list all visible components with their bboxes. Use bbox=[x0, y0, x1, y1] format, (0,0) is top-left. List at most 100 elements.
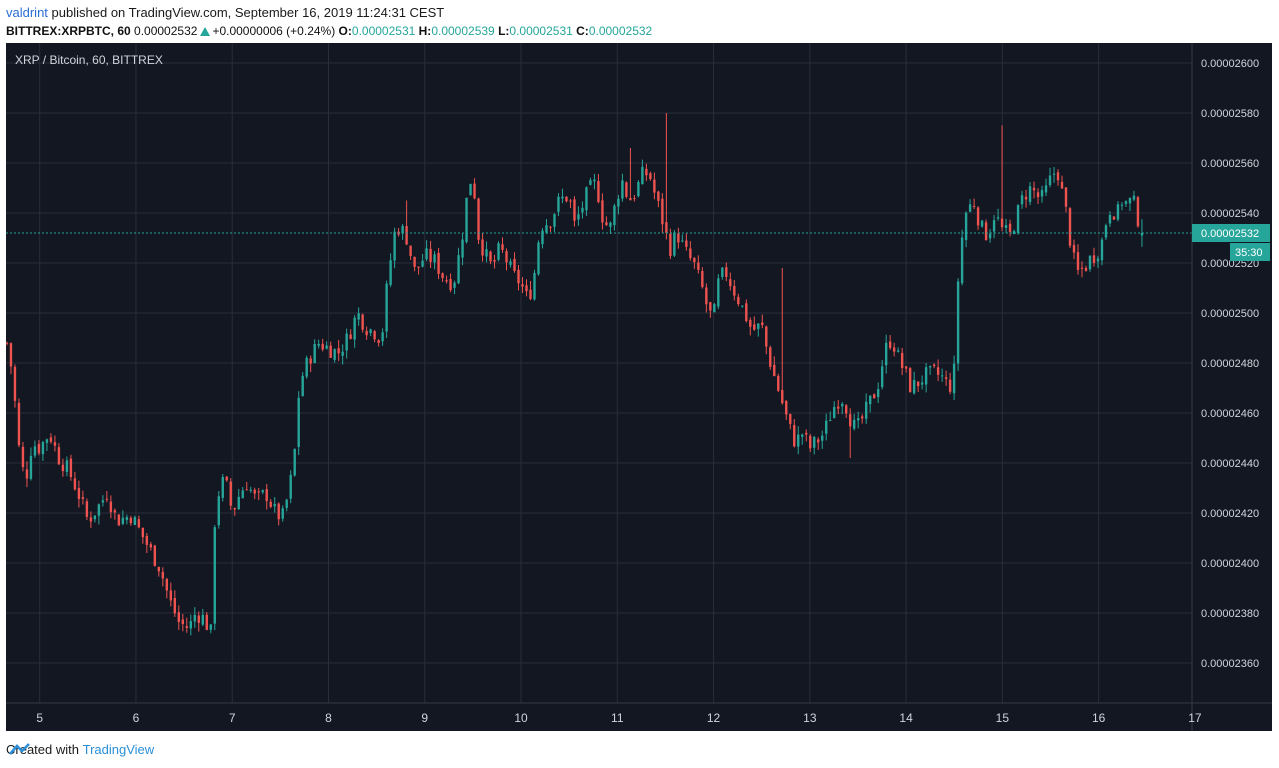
candle-body bbox=[97, 504, 101, 516]
axes: 0.00002360 0.00002380 0.00002400 0.00002420… bbox=[6, 43, 1272, 731]
candle-body bbox=[932, 364, 936, 367]
candle-body bbox=[908, 368, 912, 393]
candle-body bbox=[629, 198, 632, 201]
candle-body bbox=[149, 544, 153, 548]
candle-body bbox=[433, 254, 436, 263]
candle-body bbox=[641, 166, 644, 185]
candle-body bbox=[817, 439, 820, 443]
candlestick-chart[interactable]: 0.00002360 0.00002380 0.00002400 0.00002420… bbox=[6, 43, 1272, 731]
candle-body bbox=[177, 612, 181, 622]
candle-body bbox=[597, 181, 600, 203]
candle-body bbox=[936, 367, 940, 375]
close-value: 0.00002532 bbox=[588, 24, 653, 38]
candle-body bbox=[745, 303, 748, 322]
candle-body bbox=[533, 273, 536, 300]
candle-body bbox=[821, 435, 824, 441]
candle-body bbox=[1040, 190, 1044, 197]
candle-body bbox=[309, 358, 312, 364]
candle-body bbox=[737, 296, 740, 305]
candle-body bbox=[573, 199, 576, 221]
candle-body bbox=[53, 442, 57, 446]
candle-body bbox=[409, 245, 412, 256]
candle-body bbox=[241, 490, 244, 499]
candle-body bbox=[864, 401, 868, 419]
price-tick-label: 0.00002420 bbox=[1201, 508, 1259, 520]
candle-body bbox=[301, 375, 304, 396]
footer: Created with TradingView bbox=[6, 742, 154, 757]
candle-body bbox=[501, 244, 504, 250]
candle-body bbox=[717, 278, 720, 307]
candle-body bbox=[185, 626, 188, 628]
candle-body bbox=[833, 407, 836, 418]
candle-body bbox=[789, 413, 792, 424]
candle-body bbox=[129, 517, 133, 524]
candle-body bbox=[229, 481, 232, 506]
candle-body bbox=[1044, 185, 1048, 193]
high-value: 0.00002539 bbox=[431, 24, 495, 38]
candle-body bbox=[461, 239, 464, 258]
candle-body bbox=[1024, 196, 1028, 200]
candle-body bbox=[465, 197, 468, 242]
candle-body bbox=[928, 365, 932, 368]
candle-body bbox=[1076, 252, 1080, 270]
chart-panel[interactable]: 0.00002360 0.00002380 0.00002400 0.00002420… bbox=[6, 43, 1272, 731]
candle-body bbox=[497, 243, 500, 260]
price-tick-label: 0.00002500 bbox=[1201, 308, 1259, 320]
candle-body bbox=[561, 196, 564, 199]
close-label: C: bbox=[576, 24, 589, 38]
candle-body bbox=[209, 624, 212, 630]
candle-body bbox=[960, 237, 964, 284]
candle-body bbox=[101, 500, 105, 503]
candle-body bbox=[245, 489, 248, 491]
candle-body bbox=[77, 488, 81, 500]
candle-body bbox=[980, 220, 984, 227]
candle-body bbox=[689, 248, 692, 259]
candle-body bbox=[876, 389, 880, 397]
candle-body bbox=[145, 535, 149, 545]
author-link[interactable]: valdrint bbox=[6, 5, 48, 20]
candle-body bbox=[173, 598, 177, 614]
candle-body bbox=[988, 233, 992, 239]
candle-body bbox=[593, 179, 596, 182]
candle-body bbox=[481, 239, 484, 256]
candle-body bbox=[729, 279, 732, 287]
candle-body bbox=[625, 182, 628, 197]
candle-body bbox=[944, 377, 948, 380]
candle-body bbox=[653, 179, 656, 193]
tradingview-brand-link[interactable]: TradingView bbox=[82, 742, 155, 757]
candle-body bbox=[1100, 239, 1104, 261]
candle-body bbox=[141, 527, 145, 538]
candle-body bbox=[285, 499, 288, 508]
candle-body bbox=[169, 590, 173, 601]
candle-body bbox=[213, 527, 216, 624]
symbol-label: BITTREX:XRPBTC, 60 bbox=[6, 24, 131, 38]
candle-body bbox=[385, 283, 388, 332]
candle-body bbox=[61, 464, 65, 472]
candle-body bbox=[645, 168, 648, 176]
candle-body bbox=[117, 514, 121, 526]
candle-body bbox=[1096, 258, 1100, 262]
candle-body bbox=[1016, 205, 1020, 233]
candle-body bbox=[349, 334, 352, 339]
candle-body bbox=[441, 273, 444, 279]
candle-body bbox=[305, 357, 308, 377]
candle-body bbox=[1048, 175, 1052, 186]
candle-body bbox=[429, 248, 432, 262]
candle-body bbox=[757, 323, 760, 329]
candle-body bbox=[621, 180, 624, 199]
candle-body bbox=[405, 226, 408, 245]
current-price-label: 0.00002532 bbox=[1201, 228, 1259, 240]
candle-body bbox=[93, 515, 97, 520]
candle-body bbox=[109, 501, 113, 513]
candle-body bbox=[841, 403, 844, 407]
candle-body bbox=[477, 198, 480, 240]
candle-body bbox=[225, 476, 228, 481]
candle-body bbox=[677, 233, 680, 243]
price-tick-label: 0.00002580 bbox=[1201, 108, 1259, 120]
candle-body bbox=[825, 420, 828, 434]
candle-body bbox=[281, 508, 284, 519]
candle-body bbox=[565, 196, 568, 202]
candle-body bbox=[33, 446, 37, 456]
candle-body bbox=[45, 439, 49, 443]
candle-body bbox=[89, 517, 93, 522]
